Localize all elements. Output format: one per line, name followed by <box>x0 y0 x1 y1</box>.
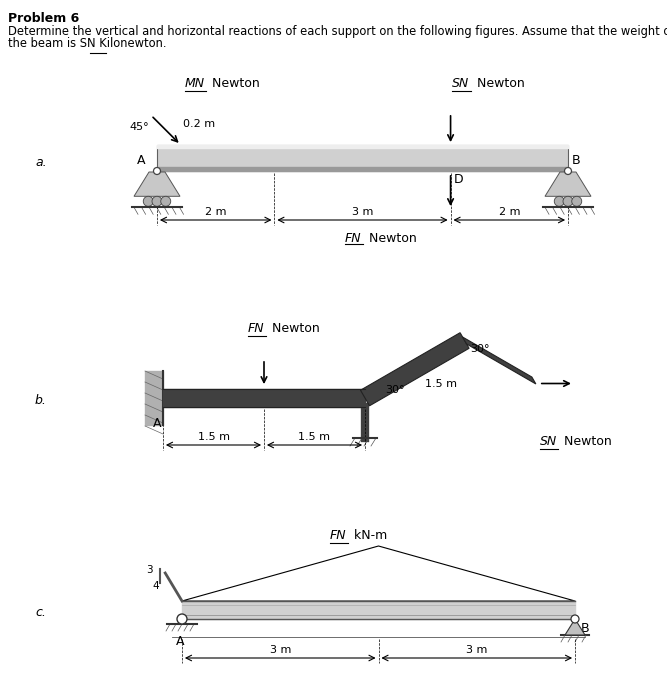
Circle shape <box>564 167 572 174</box>
Text: Newton: Newton <box>473 77 525 90</box>
Text: 3: 3 <box>147 565 153 575</box>
Text: B: B <box>581 622 590 635</box>
Text: A: A <box>137 153 145 167</box>
Text: Newton: Newton <box>208 77 259 90</box>
Polygon shape <box>134 172 180 197</box>
Text: 3 m: 3 m <box>352 207 374 217</box>
Text: 3 m: 3 m <box>466 645 488 655</box>
Circle shape <box>153 167 161 174</box>
Text: SN: SN <box>540 435 557 448</box>
Text: 1.5 m: 1.5 m <box>425 379 457 389</box>
Text: 2 m: 2 m <box>205 207 227 217</box>
Text: Problem 6: Problem 6 <box>8 12 79 25</box>
Text: Newton: Newton <box>268 322 319 335</box>
Circle shape <box>143 197 153 206</box>
Text: 45°: 45° <box>129 122 149 132</box>
Text: 30°: 30° <box>385 385 404 395</box>
Text: SN: SN <box>452 77 470 90</box>
Text: 1.5 m: 1.5 m <box>197 432 229 442</box>
Text: FN: FN <box>248 322 265 335</box>
Text: D: D <box>454 173 463 186</box>
Text: Determine the vertical and horizontal reactions of each support on the following: Determine the vertical and horizontal re… <box>8 25 667 38</box>
Text: kN-m: kN-m <box>350 529 388 542</box>
Polygon shape <box>545 172 591 197</box>
Text: Newton: Newton <box>560 435 612 448</box>
Polygon shape <box>565 619 585 635</box>
Circle shape <box>161 197 171 206</box>
Polygon shape <box>360 333 469 406</box>
Text: 1.5 m: 1.5 m <box>299 432 331 442</box>
Polygon shape <box>463 337 536 384</box>
FancyBboxPatch shape <box>157 145 568 171</box>
Text: b.: b. <box>35 393 47 407</box>
Circle shape <box>554 197 564 206</box>
Text: 3 m: 3 m <box>269 645 291 655</box>
Circle shape <box>152 197 162 206</box>
Circle shape <box>572 197 582 206</box>
Text: B: B <box>572 153 581 167</box>
Text: FN: FN <box>330 529 347 542</box>
Circle shape <box>563 197 573 206</box>
Text: 2 m: 2 m <box>498 207 520 217</box>
Circle shape <box>177 614 187 624</box>
Text: 0.2 m: 0.2 m <box>183 119 215 129</box>
Circle shape <box>571 615 579 623</box>
Text: the beam is SN Kilonewton.: the beam is SN Kilonewton. <box>8 37 167 50</box>
Text: c.: c. <box>35 605 46 618</box>
Text: A: A <box>175 635 184 648</box>
Text: 30°: 30° <box>471 344 490 355</box>
Text: MN: MN <box>185 77 205 90</box>
Text: a.: a. <box>35 155 47 169</box>
Text: FN: FN <box>345 232 362 245</box>
Text: A: A <box>153 417 161 430</box>
Text: Newton: Newton <box>365 232 417 245</box>
Text: 4: 4 <box>153 581 159 591</box>
